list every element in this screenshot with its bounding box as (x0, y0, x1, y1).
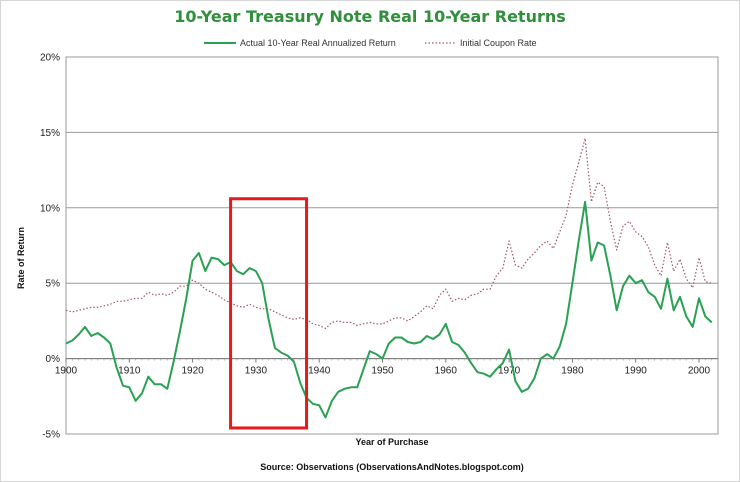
legend-label-coupon-rate: Initial Coupon Rate (460, 38, 537, 48)
x-tick-label: 1910 (118, 366, 141, 377)
x-tick-label: 1950 (371, 366, 394, 377)
series-lines (65, 137, 713, 419)
chart-title: 10-Year Treasury Note Real 10-Year Retur… (174, 7, 566, 26)
x-tick-label: 1920 (181, 366, 204, 377)
highlight-box (229, 197, 309, 430)
plot-area (65, 56, 719, 435)
y-tick-label: -5% (42, 430, 60, 441)
y-tick-label: 5% (46, 279, 61, 290)
x-tick-label: 1930 (245, 366, 268, 377)
gridlines (65, 56, 719, 435)
legend: Actual 10-Year Real Annualized Return In… (204, 38, 537, 48)
x-tick-label: 2000 (688, 366, 711, 377)
x-tick-label: 1960 (435, 366, 458, 377)
x-axis-ticks: 1900 1910 1920 1930 1940 1950 1960 1970 1980 1990… (55, 358, 719, 377)
x-tick-label: 1980 (561, 366, 584, 377)
source-note: Source: Observations (ObservationsAndNot… (260, 462, 524, 472)
series-line-actual-return (65, 200, 713, 419)
highlight-layer (229, 197, 309, 430)
x-axis-title: Year of Purchase (355, 437, 428, 447)
x-tick-label: 1990 (625, 366, 648, 377)
y-tick-label: 10% (40, 203, 60, 214)
y-tick-label: 0% (46, 354, 61, 365)
y-tick-label: 15% (40, 128, 60, 139)
y-axis-title: Rate of Return (16, 227, 26, 289)
y-axis-ticks: -5% 0% 5% 10% 15% 20% (40, 53, 60, 441)
x-tick-label: 1900 (55, 366, 78, 377)
legend-label-actual-return: Actual 10-Year Real Annualized Return (240, 38, 396, 48)
x-tick-label: 1940 (308, 366, 331, 377)
y-tick-label: 20% (40, 53, 60, 64)
x-tick-label: 1970 (498, 366, 521, 377)
